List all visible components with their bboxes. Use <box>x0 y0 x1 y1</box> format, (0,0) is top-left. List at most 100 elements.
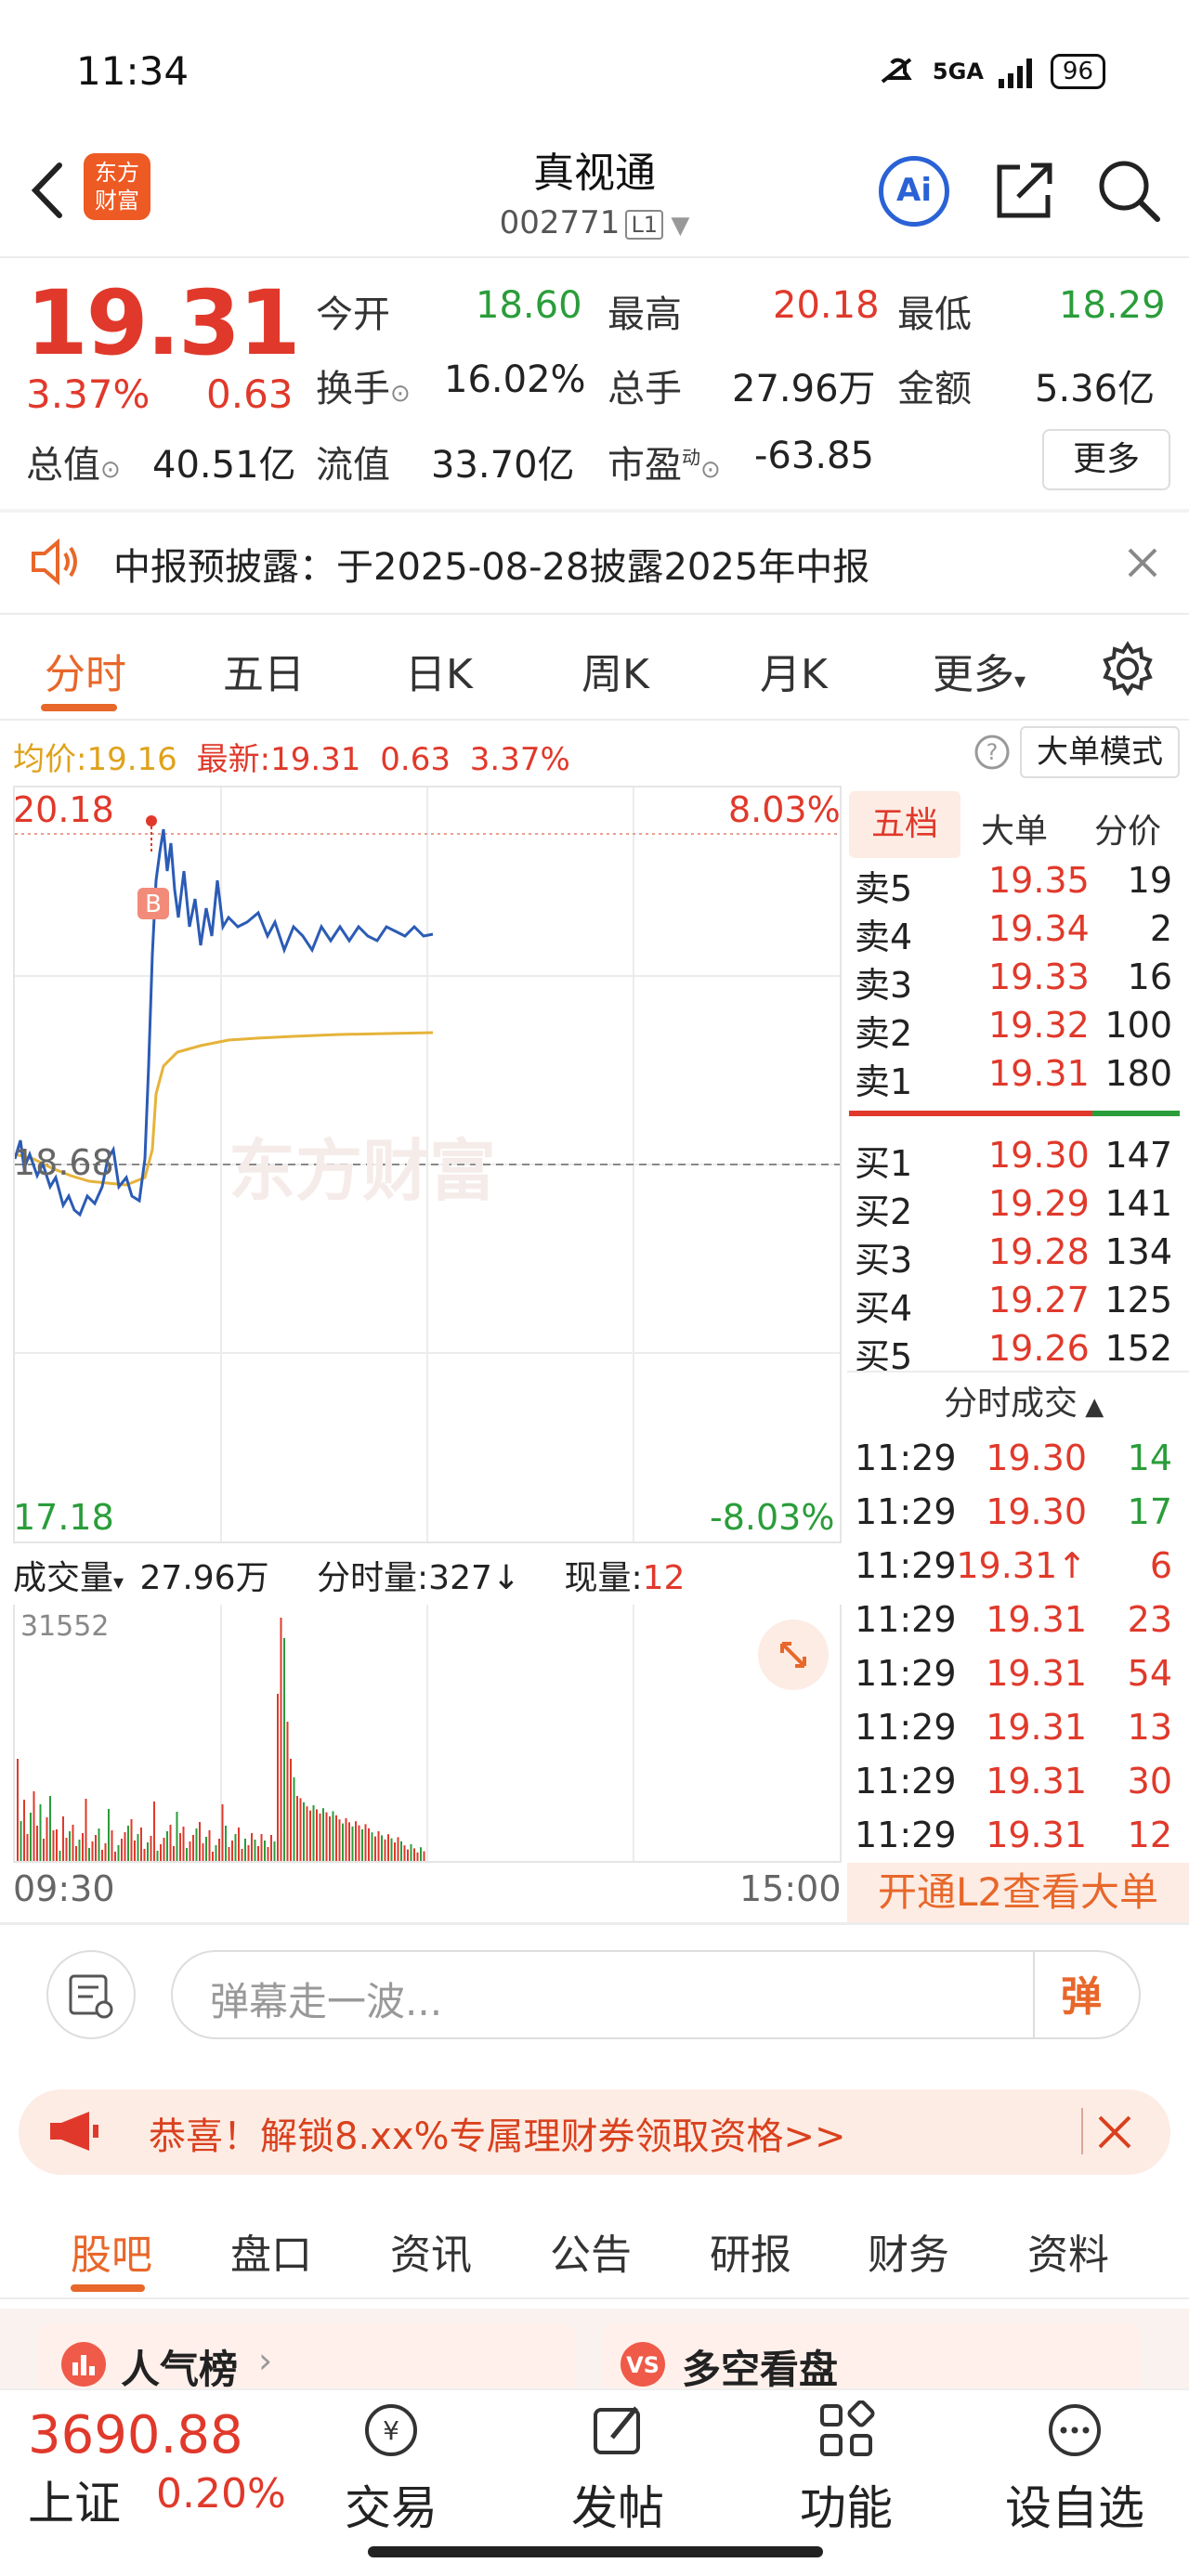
big-order-mode-button[interactable]: 大单模式 <box>1020 726 1180 778</box>
tab-daily-k[interactable]: 日K <box>405 651 473 698</box>
volume-bar <box>293 1777 295 1861</box>
volume-bar <box>101 1850 103 1861</box>
tab-big-orders[interactable]: 大单 <box>981 813 1049 851</box>
intraday-chart[interactable]: 东方财富 B <box>13 786 842 1543</box>
promo-text[interactable]: 恭喜！解锁8.xx%专属理财券领取资格>> <box>149 2115 846 2158</box>
volume-selector[interactable]: 成交量 <box>13 1559 114 1597</box>
expand-button[interactable] <box>758 1620 829 1690</box>
section-tab[interactable]: 研报 <box>710 2231 791 2279</box>
volume-bar <box>156 1851 159 1861</box>
volume-bar <box>241 1849 243 1861</box>
tab-five-levels[interactable]: 五档 <box>849 791 960 858</box>
ask-vol: 16 <box>1127 956 1172 997</box>
section-divider <box>0 2297 1189 2299</box>
volume-header: 成交量▾ 27.96万 分时量:327↓ 现量:12 <box>13 1551 685 1599</box>
volume-bar <box>186 1848 188 1861</box>
volume-bar <box>36 1826 38 1861</box>
stock-code-row[interactable]: 002771 L1 ▼ <box>0 204 1189 241</box>
search-icon[interactable] <box>1096 158 1161 223</box>
input-divider <box>1033 1952 1035 2037</box>
danmaku-send-button[interactable]: 弹 <box>1061 1973 1102 2021</box>
ask-label: 卖4 <box>855 917 913 957</box>
pe-sup: 动 <box>682 446 700 469</box>
bid-row: 买1 19.30 147 <box>849 1135 1180 1184</box>
volume-bar <box>351 1826 354 1861</box>
back-icon[interactable] <box>22 158 78 223</box>
volume-bar <box>65 1838 68 1861</box>
section-tab[interactable]: 财务 <box>868 2231 949 2279</box>
tab-price-distribution[interactable]: 分价 <box>1094 813 1162 851</box>
y-mid-label: 18.68 <box>13 1142 114 1183</box>
section-tab[interactable]: 股吧 <box>71 2231 152 2279</box>
section-tab[interactable]: 资料 <box>1027 2231 1109 2279</box>
svg-text:?: ? <box>986 739 999 765</box>
danmaku-input[interactable] <box>171 1950 1141 2039</box>
ranking-icon <box>61 2342 106 2387</box>
section-tab[interactable]: 盘口 <box>230 2231 312 2279</box>
bid-vol: 125 <box>1104 1280 1172 1321</box>
bid-vol: 141 <box>1104 1183 1172 1224</box>
bid-price: 19.30 <box>988 1135 1090 1176</box>
nav-add-watchlist[interactable]: 设自选 <box>996 2400 1154 2538</box>
chart-info-line: 均价:19.16 最新:19.31 0.63 3.37% <box>13 734 570 779</box>
trades-title[interactable]: 分时成交 ▲ <box>944 1376 1104 1425</box>
buy-marker-icon[interactable] <box>137 888 169 919</box>
ask-bar <box>849 1111 1092 1116</box>
open-label: 今开 <box>316 293 390 336</box>
nav-post[interactable]: 发帖 <box>539 2400 697 2538</box>
turnover-value: 16.02% <box>444 358 586 401</box>
nav-functions[interactable]: 功能 <box>767 2400 925 2538</box>
volume-bar <box>59 1851 61 1861</box>
volume-bar <box>49 1796 51 1861</box>
trade-row: 11:29 19.31 13 <box>849 1707 1180 1755</box>
index-pct[interactable]: 0.20% <box>156 2470 286 2517</box>
tab-five-day[interactable]: 五日 <box>223 651 305 698</box>
index-value[interactable]: 3690.88 <box>28 2405 243 2465</box>
turnover-label[interactable]: 换手⊙ <box>316 358 411 412</box>
trade-row: 11:29 19.31↑ 6 <box>849 1545 1180 1594</box>
l2-upgrade-banner[interactable]: 开通L2查看大单 <box>847 1863 1189 1922</box>
close-icon[interactable] <box>1126 546 1159 579</box>
ai-button[interactable]: Ai <box>879 156 949 227</box>
ask-label: 卖5 <box>855 868 913 909</box>
index-name[interactable]: 上证 <box>28 2477 121 2530</box>
tab-more[interactable]: 更多▾ <box>933 641 1026 700</box>
volume-bar <box>202 1843 204 1861</box>
volume-bar <box>397 1837 399 1861</box>
tab-weekly-k[interactable]: 周K <box>581 651 649 698</box>
settings-gear-icon[interactable] <box>1100 641 1156 696</box>
tab-intraday[interactable]: 分时 <box>45 651 126 698</box>
help-icon[interactable]: ? <box>973 734 1011 771</box>
tab-monthly-k[interactable]: 月K <box>760 651 828 698</box>
promo-banner[interactable] <box>19 2089 1170 2175</box>
bull-bear-title: 多空看盘 <box>682 2347 839 2392</box>
bid-vol: 147 <box>1104 1135 1172 1176</box>
volume-bar <box>345 1818 347 1861</box>
trade-vol: 23 <box>1127 1599 1172 1640</box>
y-bottom-label: 17.18 <box>13 1497 114 1538</box>
volume-bar <box>160 1844 162 1861</box>
tab-more-label: 更多 <box>933 651 1014 698</box>
share-icon[interactable] <box>992 158 1057 223</box>
more-button[interactable]: 更多 <box>1042 429 1170 490</box>
high-label: 最高 <box>608 293 682 336</box>
bid-row: 买2 19.29 141 <box>849 1183 1180 1232</box>
total-mv-label[interactable]: 总值⊙ <box>26 435 121 488</box>
section-tab[interactable]: 资讯 <box>390 2231 472 2279</box>
danmaku-settings-button[interactable] <box>46 1950 136 2039</box>
volume-chart[interactable] <box>13 1605 842 1863</box>
nav-trade[interactable]: ¥ 交易 <box>312 2400 470 2538</box>
trade-price: 19.31 <box>986 1761 1087 1802</box>
section-tab[interactable]: 公告 <box>550 2231 632 2279</box>
pe-label-text: 市盈 <box>608 444 682 487</box>
volume-bar <box>127 1826 129 1861</box>
notice-text[interactable]: 中报预披露：于2025-08-28披露2025年中报 <box>113 546 870 589</box>
volume-bar <box>280 1618 282 1861</box>
promo-close-icon[interactable] <box>1096 2114 1133 2151</box>
volume-bar <box>195 1828 198 1861</box>
pe-label[interactable]: 市盈动⊙ <box>608 435 721 488</box>
trade-price: 19.30 <box>986 1491 1087 1532</box>
volume-bar <box>257 1846 259 1861</box>
danmaku-settings-icon <box>69 1974 113 2019</box>
tab-underline <box>41 704 117 711</box>
